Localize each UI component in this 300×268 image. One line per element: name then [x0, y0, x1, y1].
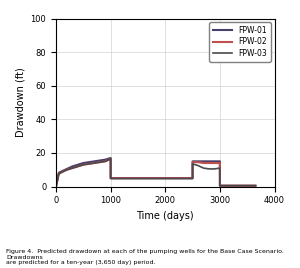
FPW-01	[136, 177, 140, 180]
FPW-01	[54, 185, 58, 188]
FPW-01	[191, 177, 194, 180]
FPW-02	[70, 166, 74, 170]
FPW-03	[218, 184, 222, 187]
FPW-01	[109, 176, 112, 179]
FPW-03	[218, 166, 222, 170]
FPW-01	[218, 184, 222, 187]
FPW-02	[213, 161, 216, 165]
FPW-02	[164, 177, 167, 180]
FPW-01	[70, 165, 74, 168]
Line: FPW-02: FPW-02	[56, 159, 255, 187]
FPW-03	[136, 177, 140, 180]
FPW-01	[202, 160, 205, 163]
FPW-03	[218, 184, 222, 187]
FPW-01	[60, 170, 63, 173]
FPW-01	[254, 184, 257, 187]
FPW-02	[103, 160, 107, 163]
FPW-03	[60, 171, 63, 174]
FPW-03	[109, 157, 112, 161]
FPW-03	[213, 167, 216, 170]
FPW-02	[109, 177, 112, 180]
FPW-01	[82, 161, 85, 165]
FPW-02	[76, 165, 80, 168]
FPW-03	[103, 160, 107, 163]
FPW-02	[191, 177, 194, 180]
FPW-02	[196, 161, 200, 164]
FPW-01	[65, 167, 69, 170]
FPW-03	[109, 177, 112, 180]
FPW-02	[92, 161, 96, 165]
FPW-02	[218, 161, 222, 165]
X-axis label: Time (days): Time (days)	[136, 211, 194, 221]
FPW-03	[92, 161, 96, 165]
FPW-01	[92, 160, 96, 163]
FPW-01	[98, 159, 101, 162]
FPW-03	[87, 162, 91, 165]
FPW-01	[235, 184, 238, 187]
FPW-01	[191, 177, 194, 180]
FPW-03	[65, 168, 69, 171]
FPW-02	[98, 161, 101, 164]
FPW-01	[207, 160, 211, 163]
FPW-01	[251, 184, 254, 187]
FPW-01	[103, 158, 107, 161]
FPW-03	[235, 184, 238, 187]
FPW-03	[98, 161, 101, 164]
FPW-03	[191, 177, 194, 180]
FPW-03	[254, 184, 257, 187]
Text: Figure 4.  Predicted drawdown at each of the pumping wells for the Base Case Sce: Figure 4. Predicted drawdown at each of …	[6, 249, 286, 265]
FPW-03	[164, 177, 167, 180]
FPW-03	[202, 166, 205, 170]
FPW-02	[57, 172, 61, 176]
FPW-01	[196, 160, 200, 163]
FPW-02	[65, 168, 69, 171]
Legend: FPW-01, FPW-02, FPW-03: FPW-01, FPW-02, FPW-03	[209, 22, 271, 62]
FPW-02	[136, 177, 140, 180]
FPW-01	[76, 163, 80, 166]
FPW-02	[251, 184, 254, 187]
FPW-01	[218, 184, 222, 187]
FPW-02	[60, 171, 63, 174]
FPW-01	[57, 171, 61, 174]
FPW-03	[251, 184, 254, 187]
FPW-03	[109, 177, 112, 180]
FPW-01	[164, 177, 167, 180]
FPW-02	[54, 185, 58, 188]
FPW-02	[82, 163, 85, 166]
FPW-01	[109, 157, 112, 160]
FPW-02	[202, 161, 205, 165]
FPW-03	[70, 166, 74, 170]
FPW-02	[191, 161, 194, 164]
FPW-01	[213, 160, 216, 163]
FPW-03	[207, 167, 211, 170]
FPW-03	[82, 163, 85, 166]
FPW-03	[191, 177, 194, 180]
FPW-03	[57, 172, 61, 176]
FPW-01	[109, 177, 112, 180]
FPW-02	[218, 184, 222, 187]
FPW-03	[76, 165, 80, 168]
FPW-03	[54, 185, 58, 188]
Line: FPW-01: FPW-01	[56, 158, 255, 187]
FPW-02	[254, 184, 257, 187]
FPW-02	[218, 184, 222, 187]
FPW-02	[109, 157, 112, 161]
FPW-01	[87, 161, 91, 164]
FPW-03	[191, 162, 194, 165]
FPW-03	[196, 164, 200, 167]
FPW-01	[218, 160, 222, 163]
FPW-02	[207, 161, 211, 165]
Line: FPW-03: FPW-03	[56, 159, 255, 187]
FPW-02	[191, 177, 194, 180]
FPW-02	[235, 184, 238, 187]
Y-axis label: Drawdown (ft): Drawdown (ft)	[15, 68, 25, 137]
FPW-02	[87, 162, 91, 165]
FPW-02	[109, 176, 112, 180]
FPW-01	[191, 160, 194, 163]
